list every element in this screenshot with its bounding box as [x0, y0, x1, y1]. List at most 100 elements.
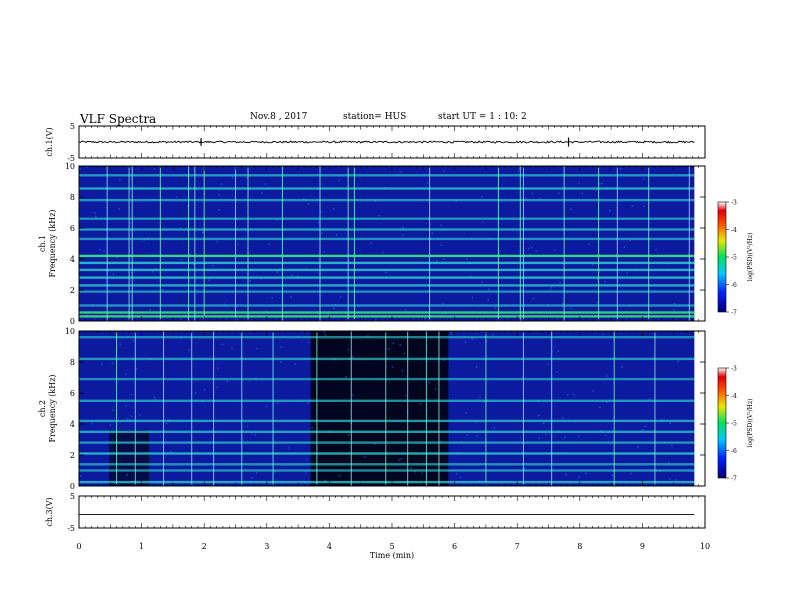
noise-speckle: [351, 356, 353, 358]
noise-speckle: [471, 338, 474, 340]
noise-speckle: [202, 231, 204, 234]
noise-speckle: [324, 479, 326, 482]
noise-speckle: [112, 273, 115, 275]
noise-speckle: [246, 177, 248, 179]
noise-speckle: [291, 274, 293, 276]
noise-speckle: [231, 347, 233, 350]
noise-speckle: [547, 363, 549, 365]
noise-speckle: [218, 194, 220, 196]
colorbar-tick-label: -6: [731, 282, 737, 289]
noise-speckle: [180, 259, 183, 261]
noise-speckle: [469, 275, 472, 278]
noise-speckle: [305, 471, 307, 473]
noise-speckle: [347, 348, 350, 351]
noise-speckle: [602, 333, 605, 335]
noise-speckle: [641, 429, 644, 431]
emission-band: [79, 198, 695, 202]
noise-speckle: [570, 307, 572, 310]
noise-speckle: [119, 179, 121, 181]
emission-band: [79, 304, 695, 307]
y-tick-label: 6: [70, 224, 75, 233]
noise-speckle: [125, 373, 127, 375]
noise-speckle: [95, 215, 97, 218]
noise-speckle: [261, 191, 263, 194]
emission-band: [79, 276, 695, 279]
noise-speckle: [124, 404, 127, 407]
y-tick-label: 10: [65, 327, 75, 336]
noise-speckle: [655, 249, 657, 251]
noise-speckle: [550, 287, 552, 289]
noise-speckle: [112, 409, 114, 411]
x-tick-label: 1: [139, 542, 144, 551]
noise-speckle: [545, 433, 547, 436]
noise-speckle: [564, 436, 566, 439]
noise-speckle: [518, 167, 521, 169]
spectrogram-background: [79, 166, 695, 321]
noise-speckle: [671, 444, 673, 447]
noise-speckle: [581, 192, 584, 195]
noise-speckle: [80, 475, 82, 477]
noise-speckle: [103, 250, 105, 253]
noise-speckle: [323, 251, 326, 253]
noise-speckle: [118, 208, 120, 210]
noise-speckle: [554, 249, 556, 251]
noise-speckle: [135, 368, 137, 370]
noise-speckle: [539, 198, 541, 200]
noise-speckle: [351, 394, 354, 396]
noise-speckle: [436, 259, 438, 262]
noise-speckle: [570, 208, 572, 211]
noise-speckle: [188, 349, 190, 351]
noise-speckle: [220, 183, 222, 185]
noise-speckle: [370, 242, 373, 244]
noise-speckle: [405, 309, 407, 311]
noise-speckle: [488, 288, 490, 290]
emission-band: [79, 228, 695, 231]
noise-speckle: [345, 375, 347, 378]
noise-speckle: [277, 402, 279, 404]
noise-speckle: [538, 437, 540, 439]
noise-speckle: [599, 183, 601, 185]
emission-band: [79, 261, 695, 265]
noise-speckle: [268, 243, 271, 245]
noise-speckle: [426, 182, 429, 184]
noise-speckle: [485, 340, 488, 342]
noise-speckle: [558, 192, 560, 194]
noise-speckle: [398, 459, 400, 461]
noise-speckle: [338, 179, 340, 182]
noise-speckle: [391, 366, 394, 368]
noise-speckle: [424, 317, 426, 320]
noise-speckle: [320, 232, 323, 234]
y-axis-label: Frequency (kHz): [48, 209, 57, 277]
noise-speckle: [333, 307, 335, 310]
noise-speckle: [595, 189, 597, 191]
y-tick-label: 6: [70, 389, 75, 398]
noise-speckle: [203, 389, 206, 391]
y-tick-label: 0: [70, 482, 75, 491]
noise-speckle: [440, 440, 442, 443]
y-axis-label: ch.1(V): [45, 127, 54, 156]
noise-speckle: [631, 205, 634, 207]
noise-speckle: [109, 424, 112, 426]
noise-speckle: [620, 167, 622, 170]
noise-speckle: [556, 371, 559, 373]
noise-speckle: [596, 301, 599, 304]
noise-speckle: [250, 433, 253, 435]
noise-speckle: [675, 479, 677, 481]
noise-speckle: [557, 350, 560, 352]
noise-speckle: [410, 467, 412, 469]
noise-speckle: [673, 303, 676, 305]
noise-speckle: [212, 264, 214, 267]
noise-speckle: [126, 474, 128, 476]
noise-speckle: [151, 270, 154, 273]
noise-speckle: [450, 332, 452, 334]
noise-speckle: [348, 434, 350, 436]
y-tick-label: 2: [70, 286, 75, 295]
noise-speckle: [565, 473, 567, 476]
noise-speckle: [307, 203, 310, 205]
channel-label: ch.1: [38, 235, 47, 252]
noise-speckle: [265, 405, 268, 408]
ch3-waveform-panel: 5 -5 ch.3(V) 0 1 2 3 4 5 6 7 8 9 10 Time (min): [45, 492, 710, 560]
noise-speckle: [246, 425, 249, 428]
noise-speckle: [527, 247, 530, 250]
noise-speckle: [98, 248, 101, 251]
